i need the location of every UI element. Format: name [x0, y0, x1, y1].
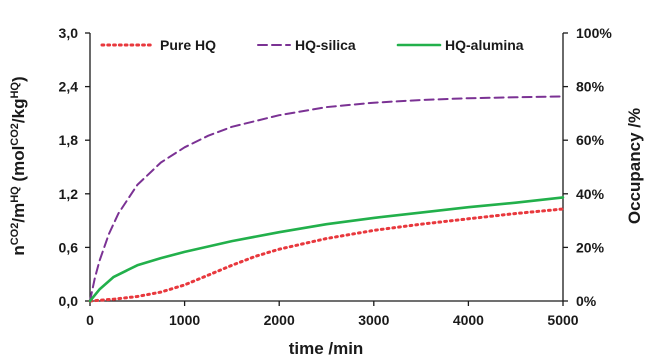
y2-tick-label: 60%	[576, 132, 605, 148]
series-line-hq-silica	[89, 95, 564, 302]
y2-tick-label: 0%	[576, 293, 597, 309]
y-axis-title: nCO2/mHQ (molCO2/kgHQ)	[9, 76, 28, 255]
y-tick-label: 1,2	[59, 186, 79, 202]
x-tick-label: 4000	[453, 312, 484, 328]
y2-tick-label: 100%	[576, 25, 612, 41]
y-tick-label: 3,0	[59, 25, 79, 41]
y-tick-label: 2,4	[59, 79, 79, 95]
series-line-hq-alumina	[88, 196, 565, 303]
y2-tick-label: 80%	[576, 79, 605, 95]
x-tick-label: 3000	[358, 312, 389, 328]
x-tick-label: 5000	[547, 312, 578, 328]
y2-tick-label: 20%	[576, 239, 605, 255]
x-axis-title: time /min	[289, 339, 364, 358]
y-tick-label: 0,6	[59, 239, 79, 255]
y-tick-label: 1,8	[59, 132, 79, 148]
legend-label: HQ-silica	[295, 37, 356, 53]
series-line-pure-hq	[88, 207, 565, 303]
y2-axis-title: Occupancy /%	[625, 108, 644, 224]
legend-label: Pure HQ	[160, 37, 216, 53]
series-lines	[88, 95, 565, 303]
x-tick-label: 0	[86, 312, 94, 328]
x-tick-label: 1000	[169, 312, 200, 328]
legend: Pure HQ HQ-silica HQ-alumina	[100, 37, 524, 53]
ticks: 0 1000 2000 3000 4000 5000 0,0 0,6 1,2 1,8 2,4 3,0 0…	[59, 25, 613, 328]
y2-tick-label: 40%	[576, 186, 605, 202]
x-tick-label: 2000	[264, 312, 295, 328]
axes	[89, 33, 564, 302]
legend-label: HQ-alumina	[445, 37, 524, 53]
y-tick-label: 0,0	[59, 293, 79, 309]
